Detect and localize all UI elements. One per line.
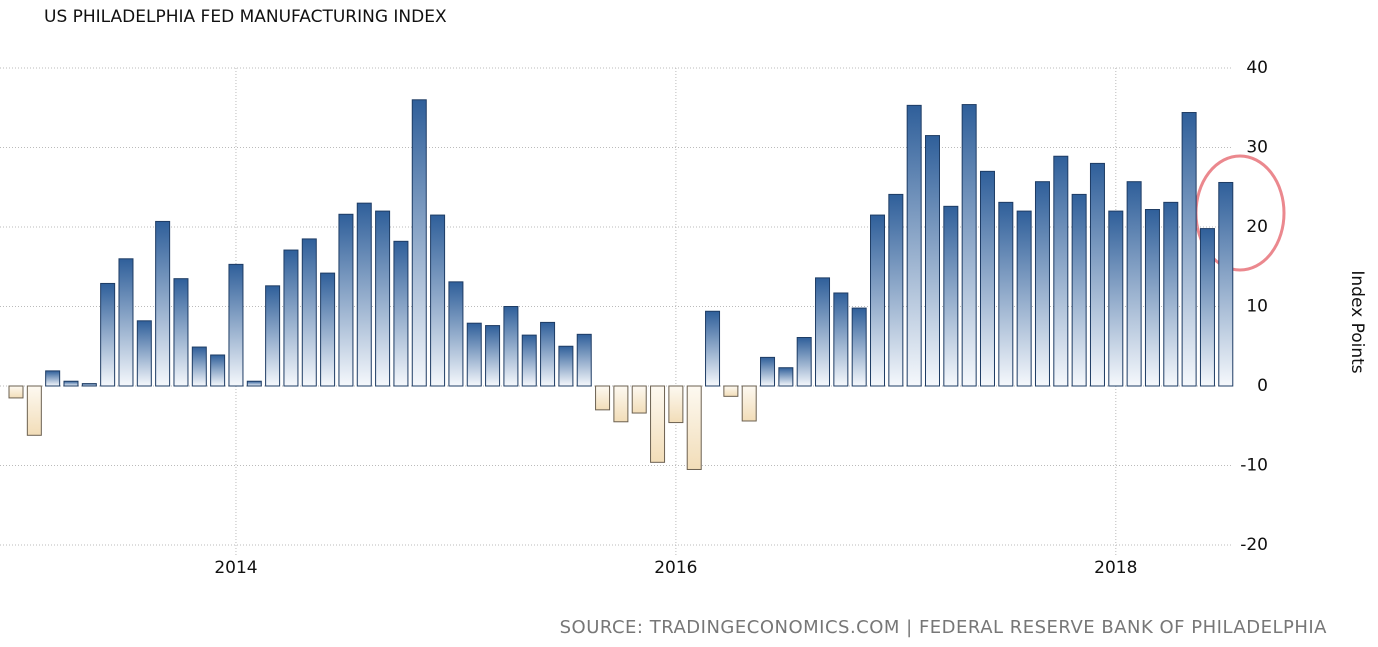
y-tick-label: -20 — [1240, 535, 1268, 555]
chart-title: US PHILADELPHIA FED MANUFACTURING INDEX — [44, 7, 447, 27]
bar — [686, 385, 702, 470]
bar — [411, 99, 427, 387]
bar — [668, 385, 684, 424]
bar — [1163, 201, 1179, 387]
bar — [283, 249, 299, 387]
bar — [210, 354, 226, 387]
bar — [430, 214, 446, 387]
bar — [595, 385, 611, 411]
source: SOURCE: TRADINGECONOMICS.COM | FEDERAL R… — [560, 617, 1328, 638]
bar — [576, 333, 592, 387]
bar — [246, 380, 262, 387]
bar — [961, 104, 977, 387]
bar — [45, 370, 61, 387]
bar — [998, 201, 1014, 387]
bar — [8, 385, 24, 399]
bar — [466, 322, 482, 387]
bar — [1144, 209, 1160, 387]
bar — [1016, 210, 1032, 387]
y-tick-label: -10 — [1240, 456, 1268, 476]
bar — [1199, 228, 1215, 387]
bar — [503, 306, 519, 387]
bar — [448, 281, 464, 387]
x-tick-label: 2018 — [1094, 558, 1137, 578]
bar — [650, 385, 666, 463]
bar — [63, 380, 79, 387]
bar — [906, 104, 922, 387]
y-tick-label: 20 — [1246, 217, 1268, 237]
x-tick-label: 2014 — [214, 558, 257, 578]
bar — [723, 385, 739, 397]
bar — [521, 334, 537, 387]
bar — [888, 193, 904, 387]
bar — [26, 385, 42, 436]
bar — [741, 385, 757, 422]
bar — [1034, 181, 1050, 387]
bar — [118, 258, 134, 387]
bar — [613, 385, 629, 423]
x-tick-label: 2016 — [654, 558, 697, 578]
bar — [851, 307, 867, 387]
y-tick-label: 0 — [1257, 376, 1268, 396]
y-tick-label: 40 — [1246, 58, 1268, 78]
bar — [870, 214, 886, 387]
bar — [338, 213, 354, 387]
bar — [631, 385, 647, 414]
y-tick-label: 10 — [1246, 297, 1268, 317]
bar — [540, 321, 556, 387]
bar — [925, 135, 940, 387]
bar — [778, 367, 794, 387]
bar — [393, 240, 409, 387]
bar — [136, 320, 152, 387]
bar — [1071, 193, 1087, 387]
bar — [979, 170, 995, 387]
bar — [1108, 210, 1124, 387]
bar — [1218, 181, 1234, 387]
bar — [796, 337, 812, 387]
bar — [375, 210, 391, 387]
y-axis-label: Index Points — [1347, 270, 1367, 373]
bar — [485, 325, 501, 387]
bar — [356, 202, 372, 387]
bar — [815, 277, 831, 387]
bar — [265, 285, 281, 387]
bar — [1126, 181, 1142, 387]
bar — [301, 238, 317, 387]
bar — [943, 205, 959, 387]
bar — [1053, 155, 1069, 387]
bar — [760, 356, 776, 387]
bar — [320, 272, 336, 387]
y-tick-label: 30 — [1246, 138, 1268, 158]
bar — [173, 278, 189, 387]
bar — [1181, 112, 1197, 387]
bar — [100, 282, 116, 387]
bar — [833, 292, 849, 387]
bar — [228, 263, 244, 387]
bar — [191, 346, 207, 387]
bar — [705, 310, 721, 387]
bar — [155, 220, 171, 387]
bar — [558, 345, 574, 387]
bar — [81, 383, 97, 387]
bar — [1089, 162, 1105, 387]
